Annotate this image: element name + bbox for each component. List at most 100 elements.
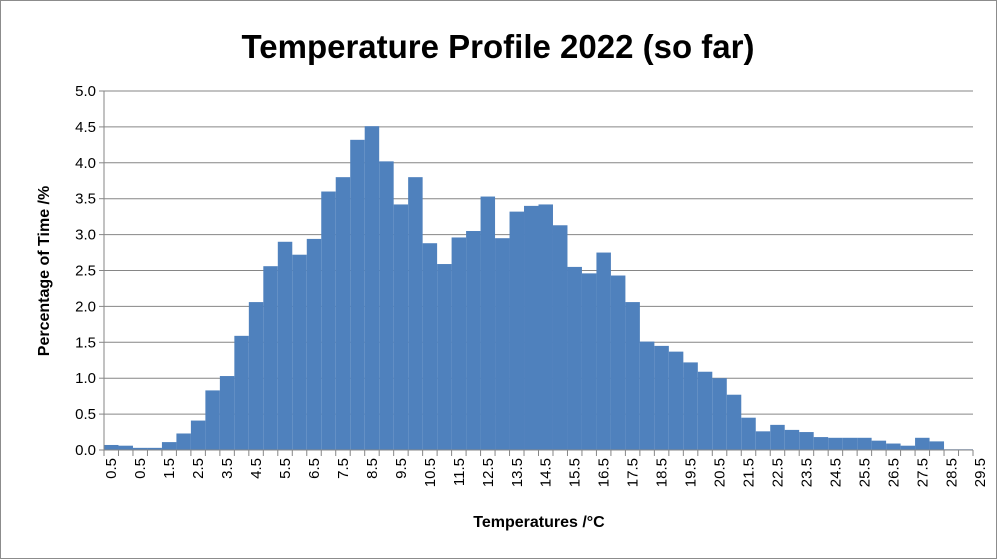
histogram-bar — [466, 231, 481, 450]
x-tick-label: 0.5 — [103, 458, 120, 479]
x-tick-label: 26.5 — [885, 458, 902, 487]
y-tick-label: 5.0 — [75, 83, 96, 100]
histogram-bar — [350, 139, 365, 450]
chart-title: Temperature Profile 2022 (so far) — [242, 28, 755, 65]
histogram-bar — [610, 275, 626, 450]
histogram-bar — [379, 161, 394, 450]
x-tick-label: 2.5 — [190, 458, 207, 479]
x-axis-title: Temperatures /°C — [473, 514, 605, 531]
x-tick-label: 21.5 — [741, 458, 758, 487]
histogram-bar — [741, 417, 756, 450]
histogram-bar — [393, 204, 409, 450]
histogram-bar — [683, 362, 698, 450]
histogram-bar — [205, 390, 220, 450]
x-tick-label: 7.5 — [335, 458, 352, 479]
x-tick-label: 17.5 — [625, 458, 642, 487]
x-tick-label: 0.5 — [132, 458, 149, 479]
x-tick-label: 22.5 — [769, 458, 786, 487]
histogram-bar — [104, 444, 119, 450]
histogram-bar — [596, 252, 611, 450]
y-tick-label: 0.5 — [75, 406, 96, 423]
histogram-bar — [118, 445, 133, 450]
histogram-bar — [437, 264, 452, 450]
histogram-bar — [480, 196, 496, 450]
histogram-bar — [495, 238, 510, 450]
x-tick-label: 3.5 — [219, 458, 236, 479]
histogram-bar — [857, 437, 872, 450]
x-tick-label: 20.5 — [712, 458, 729, 487]
histogram-bar — [451, 237, 467, 450]
y-tick-labels: 0.0 0.5 1.0 1.5 2.0 2.5 3.0 3.5 4.0 4.5 5.0 — [75, 83, 96, 459]
axes — [99, 90, 974, 456]
histogram-bar — [161, 442, 177, 450]
histogram-bar — [176, 433, 191, 450]
x-tick-label: 18.5 — [654, 458, 671, 487]
histogram-bar — [726, 394, 742, 450]
histogram-bar — [248, 302, 264, 450]
histogram-bar — [132, 447, 148, 450]
histogram-bar — [799, 432, 814, 450]
histogram-bar — [538, 204, 553, 450]
x-tick-labels: 0.5 0.5 1.5 2.5 3.5 4.5 5.5 6.5 7.5 8.5 9.5 10.5 11.… — [103, 458, 989, 487]
histogram-bar — [915, 437, 930, 450]
y-tick-label: 4.5 — [75, 119, 96, 136]
x-tick-label: 1.5 — [161, 458, 178, 479]
histogram-bar — [147, 447, 162, 450]
y-tick-label: 2.0 — [75, 298, 96, 315]
x-tick-label: 8.5 — [364, 458, 381, 479]
x-tick-label: 14.5 — [538, 458, 555, 487]
histogram-bar — [306, 238, 322, 450]
histogram-bar — [335, 177, 351, 450]
x-tick-label: 12.5 — [480, 458, 497, 487]
histogram-bar — [219, 376, 235, 450]
x-tick-label: 25.5 — [856, 458, 873, 487]
histogram-bar — [842, 437, 858, 450]
histogram-bar — [190, 420, 206, 450]
histogram-bar — [900, 445, 916, 450]
x-tick-label: 10.5 — [422, 458, 439, 487]
histogram-bar — [712, 378, 727, 450]
histogram-bar — [784, 429, 800, 450]
x-tick-label: 11.5 — [451, 458, 468, 486]
y-tick-label: 2.5 — [75, 263, 96, 280]
x-tick-label: 13.5 — [509, 458, 526, 487]
y-tick-label: 0.0 — [75, 442, 96, 459]
x-tick-label: 27.5 — [914, 458, 931, 487]
histogram-bar — [567, 266, 582, 450]
x-tick-label: 9.5 — [393, 458, 410, 479]
x-tick-label: 19.5 — [683, 458, 700, 487]
histogram-bar — [668, 351, 684, 450]
histogram-bar — [886, 443, 901, 450]
x-tick-label: 28.5 — [943, 458, 960, 487]
y-tick-label: 3.0 — [75, 227, 96, 244]
x-tick-label: 16.5 — [596, 458, 613, 487]
histogram-bar — [364, 126, 380, 450]
y-tick-label: 1.0 — [75, 370, 96, 387]
histogram-bar — [639, 341, 655, 450]
histogram-bar — [234, 335, 249, 450]
histogram-bar — [929, 441, 945, 450]
histogram-bar — [422, 243, 438, 450]
y-axis-title: Percentage of Time /% — [36, 186, 53, 356]
histogram-bar — [408, 177, 423, 450]
y-tick-label: 4.0 — [75, 155, 96, 172]
histogram-bar — [509, 211, 525, 450]
histogram-bar — [654, 345, 669, 450]
histogram-bar — [292, 254, 307, 450]
histogram-bar — [524, 205, 539, 450]
histogram-bar — [321, 191, 336, 450]
histogram-bar — [581, 273, 597, 450]
histogram-bar — [697, 371, 713, 450]
histogram-bar — [625, 302, 640, 450]
histogram-bar — [871, 440, 887, 450]
histogram-bar — [755, 431, 771, 450]
x-tick-label: 23.5 — [798, 458, 815, 487]
x-tick-label: 4.5 — [248, 458, 265, 479]
x-tick-label: 5.5 — [277, 458, 294, 479]
histogram-bar — [828, 437, 843, 450]
histogram-bar — [277, 241, 293, 450]
histogram-bar — [552, 225, 568, 450]
y-tick-label: 1.5 — [75, 334, 96, 351]
